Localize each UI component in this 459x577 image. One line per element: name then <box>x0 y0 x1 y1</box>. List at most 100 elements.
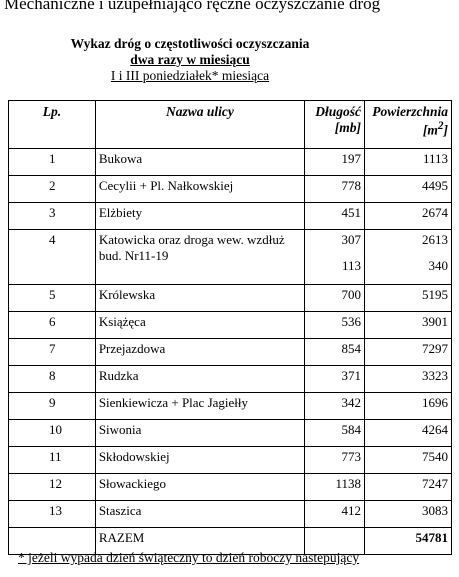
area-value: 3083 <box>422 503 448 518</box>
length-cell: 307 113 <box>304 229 365 285</box>
length-value: 342 <box>341 395 362 410</box>
street-name: Sienkiewicza + Plac Jagiełły <box>94 392 306 420</box>
area-value: 5195 <box>422 287 448 302</box>
row-number: 7 <box>8 338 96 366</box>
table-row: 1 Bukowa 197 1113 <box>8 148 452 176</box>
length-cell: 342 <box>304 392 365 420</box>
length-cell: 1138 <box>304 473 365 501</box>
row-number: 8 <box>8 365 96 393</box>
length-value: 700 <box>341 287 362 302</box>
area-cell: 3323 <box>364 365 452 393</box>
area-value: 7540 <box>422 449 448 464</box>
street-name: Słowackiego <box>94 473 306 501</box>
length-cell: 773 <box>304 446 365 474</box>
area-value: 4264 <box>422 422 448 437</box>
length-value: 778 <box>341 178 362 193</box>
empty-cell <box>8 527 96 555</box>
area-cell: 5195 <box>364 284 452 312</box>
street-name: Skłodowskiej <box>94 446 306 474</box>
area-value: 3323 <box>422 368 448 383</box>
total-area: 54781 <box>364 527 452 555</box>
street-name: Staszica <box>94 500 306 528</box>
table-row: 11 Skłodowskiej 773 7540 <box>8 446 452 474</box>
column-header: Długość [mb] <box>304 100 365 149</box>
length-value: 1138 <box>335 476 361 491</box>
area-cell: 2674 <box>364 202 452 230</box>
total-row: RAZEM 54781 <box>8 527 452 555</box>
length-value: 197 <box>341 151 362 166</box>
row-number: 6 <box>8 311 96 339</box>
column-header: Lp. <box>8 100 96 149</box>
area-cell: 2613 340 <box>364 229 452 285</box>
total-label: RAZEM <box>94 527 306 555</box>
street-name: Książęca <box>94 311 306 339</box>
column-label: Lp. <box>42 104 62 119</box>
length-cell: 197 <box>304 148 365 176</box>
street-name: Przejazdowa <box>94 338 306 366</box>
length-value: 584 <box>341 422 362 437</box>
table-row: 13 Staszica 412 3083 <box>8 500 452 528</box>
area-value: 1696 <box>422 395 448 410</box>
table-row: 6 Książęca 536 3901 <box>8 311 452 339</box>
column-unit: ] <box>443 122 449 138</box>
area-value: 1113 <box>422 151 448 166</box>
table-row: 8 Rudzka 371 3323 <box>8 365 452 393</box>
street-name: Elżbiety <box>94 202 306 230</box>
area-value: 4495 <box>422 178 448 193</box>
street-name: Cecylii + Pl. Nałkowskiej <box>94 175 306 203</box>
area-cell: 1113 <box>364 148 452 176</box>
length-value: 854 <box>341 341 362 356</box>
row-number: 5 <box>8 284 96 312</box>
length-cell: 371 <box>304 365 365 393</box>
length-value: 113 <box>341 258 361 273</box>
row-number: 12 <box>8 473 96 501</box>
page-header: Mechaniczne i uzupełniająco ręczne oczys… <box>4 0 381 13</box>
column-label: Powierzchnia <box>372 104 448 119</box>
table-row: 5 Królewska 700 5195 <box>8 284 452 312</box>
length-cell: 700 <box>304 284 365 312</box>
length-value: 536 <box>341 314 362 329</box>
area-cell: 1696 <box>364 392 452 420</box>
table-row: 4 Katowicka oraz droga wew. wzdłuż bud. N… <box>8 229 452 285</box>
length-value: 371 <box>341 368 362 383</box>
column-unit: [m <box>422 122 438 138</box>
street-name: Bukowa <box>94 148 306 176</box>
length-value: 307 <box>341 232 362 247</box>
row-number: 13 <box>8 500 96 528</box>
street-name: Katowicka oraz droga wew. wzdłuż bud. Nr… <box>94 229 306 285</box>
notice-schedule: I i III poniedziałek* miesiąca <box>110 68 270 83</box>
area-cell: 7297 <box>364 338 452 366</box>
footnote: * jeżeli wypada dzień świąteczny to dzie… <box>18 550 360 565</box>
row-number: 9 <box>8 392 96 420</box>
notice-title: Wykaz dróg o częstotliwości oczyszczania <box>70 36 310 51</box>
area-value: 7247 <box>422 476 448 491</box>
area-value: 340 <box>428 258 449 273</box>
length-cell: 451 <box>304 202 365 230</box>
table-row: 3 Elżbiety 451 2674 <box>8 202 452 230</box>
row-number: 11 <box>8 446 96 474</box>
length-cell: 584 <box>304 419 365 447</box>
column-label: Długość <box>315 104 361 119</box>
length-value: 451 <box>341 205 362 220</box>
area-value: 7297 <box>422 341 448 356</box>
area-cell: 4264 <box>364 419 452 447</box>
row-number: 4 <box>8 229 96 285</box>
area-cell: 7540 <box>364 446 452 474</box>
length-value: 412 <box>341 503 362 518</box>
table-row: 9 Sienkiewicza + Plac Jagiełły 342 1696 <box>8 392 452 420</box>
column-unit: 2 <box>437 120 444 132</box>
column-label: Nazwa ulicy <box>165 104 234 119</box>
length-value: 773 <box>341 449 362 464</box>
length-cell: 778 <box>304 175 365 203</box>
table-row: 2 Cecylii + Pl. Nałkowskiej 778 4495 <box>8 175 452 203</box>
street-name: Królewska <box>94 284 306 312</box>
length-cell: 854 <box>304 338 365 366</box>
row-number: 3 <box>8 202 96 230</box>
area-cell: 3083 <box>364 500 452 528</box>
streets-table: Lp. Nazwa ulicy Długość [mb] Powierzchnia [m2… <box>8 100 452 555</box>
row-number: 10 <box>8 419 96 447</box>
length-cell: 412 <box>304 500 365 528</box>
row-number: 2 <box>8 175 96 203</box>
street-name: Rudzka <box>94 365 306 393</box>
